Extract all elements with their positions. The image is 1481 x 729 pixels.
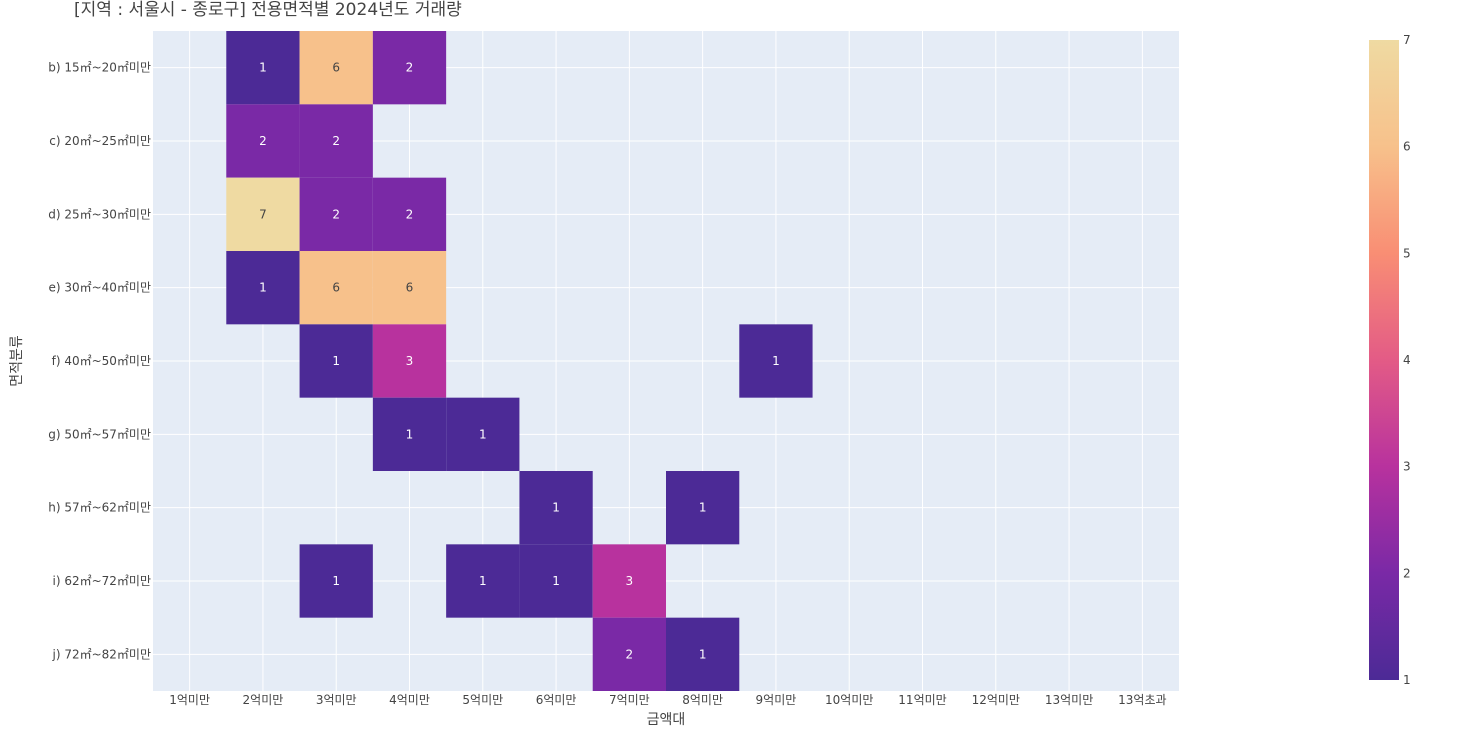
chart-title: [지역 : 서울시 - 종로구] 전용면적별 2024년도 거래량 — [74, 0, 462, 20]
heatmap-cell — [519, 471, 593, 545]
cell-value-label: 1 — [332, 574, 340, 588]
heatmap-cell — [592, 617, 666, 691]
heatmap-cell — [226, 104, 300, 178]
y-axis-ticks: b) 15㎡~20㎡미만 c) 20㎡~25㎡미만 d) 25㎡~30㎡미만 e) 3… — [48, 61, 151, 662]
cell-value-label: 2 — [332, 134, 340, 148]
heatmap-cell — [372, 324, 447, 398]
y-tick-label: i) 62㎡~72㎡미만 — [52, 574, 151, 588]
x-tick-label: 8억미만 — [682, 693, 723, 707]
cell-value-label: 3 — [406, 354, 414, 368]
x-tick-label: 4억미만 — [389, 693, 430, 707]
heatmap-cell — [739, 324, 813, 398]
cell-value-label: 6 — [332, 281, 340, 295]
x-tick-label: 11억미만 — [898, 693, 946, 707]
colorbar-tick-label: 1 — [1403, 673, 1411, 687]
y-tick-label: b) 15㎡~20㎡미만 — [48, 61, 151, 75]
cell-value-label: 1 — [406, 427, 414, 441]
colorbar-tick-label: 3 — [1403, 460, 1411, 474]
heatmap-cell — [372, 397, 447, 471]
y-tick-label: d) 25㎡~30㎡미만 — [48, 207, 151, 221]
cell-value-label: 3 — [626, 574, 634, 588]
x-tick-label: 7억미만 — [609, 693, 650, 707]
cell-value-label: 6 — [332, 61, 340, 75]
colorbar-tick-label: 4 — [1403, 353, 1411, 367]
cell-value-label: 2 — [259, 134, 267, 148]
heatmap-cells: 1 6 2 2 2 7 2 2 1 6 6 1 3 1 1 1 1 1 1 1 1 3 2 1 — [226, 31, 813, 691]
y-tick-label: f) 40㎡~50㎡미만 — [52, 354, 151, 368]
x-tick-label: 6억미만 — [536, 693, 577, 707]
cell-value-label: 1 — [699, 647, 707, 661]
x-tick-label: 3억미만 — [316, 693, 357, 707]
cell-value-label: 1 — [699, 501, 707, 515]
heatmap-cell — [226, 251, 300, 325]
heatmap-cell — [592, 544, 666, 618]
x-tick-label: 9억미만 — [756, 693, 797, 707]
heatmap-cell — [299, 544, 373, 618]
heatmap-cell — [299, 104, 373, 178]
colorbar-tick-label: 2 — [1403, 566, 1411, 580]
heatmap-cell — [299, 324, 373, 398]
colorbar-ticks: 1 2 3 4 5 6 7 — [1403, 33, 1411, 687]
y-tick-label: g) 50㎡~57㎡미만 — [48, 427, 151, 441]
colorbar-tick-label: 7 — [1403, 33, 1411, 47]
heatmap-cell — [299, 177, 373, 251]
heatmap-cell — [666, 471, 740, 545]
y-tick-label: h) 57㎡~62㎡미만 — [48, 501, 151, 515]
cell-value-label: 7 — [259, 207, 267, 221]
x-axis-ticks: 1억미만 2억미만 3억미만 4억미만 5억미만 6억미만 7억미만 8억미만 9억미만 10억미… — [169, 693, 1166, 707]
cell-value-label: 1 — [552, 501, 560, 515]
heatmap-cell — [226, 177, 300, 251]
cell-value-label: 1 — [332, 354, 340, 368]
y-tick-label: e) 30㎡~40㎡미만 — [48, 281, 151, 295]
heatmap-cell — [519, 544, 593, 618]
x-tick-label: 13억미만 — [1045, 693, 1093, 707]
x-tick-label: 12억미만 — [972, 693, 1020, 707]
x-tick-label: 5억미만 — [462, 693, 503, 707]
heatmap-cell — [299, 251, 373, 325]
colorbar-tick-label: 5 — [1403, 246, 1411, 260]
heatmap-cell — [372, 31, 447, 105]
x-tick-label: 1억미만 — [169, 693, 210, 707]
heatmap-cell — [299, 31, 373, 105]
cell-value-label: 1 — [479, 574, 487, 588]
y-tick-label: j) 72㎡~82㎡미만 — [51, 647, 151, 661]
x-axis-title: 금액대 — [647, 712, 686, 728]
cell-value-label: 1 — [772, 354, 780, 368]
colorbar — [1369, 40, 1399, 680]
cell-value-label: 1 — [259, 61, 267, 75]
cell-value-label: 2 — [406, 61, 414, 75]
cell-value-label: 1 — [479, 427, 487, 441]
cell-value-label: 6 — [406, 281, 414, 295]
heatmap-cell — [372, 251, 447, 325]
heatmap-cell — [666, 617, 740, 691]
x-tick-label: 13억초과 — [1118, 693, 1166, 707]
y-tick-label: c) 20㎡~25㎡미만 — [49, 134, 151, 148]
cell-value-label: 2 — [626, 647, 634, 661]
heatmap-cell — [372, 177, 447, 251]
y-axis-title: 면적분류 — [9, 335, 25, 387]
cell-value-label: 1 — [259, 281, 267, 295]
cell-value-label: 2 — [332, 207, 340, 221]
heatmap-cell — [226, 31, 300, 105]
x-tick-label: 2억미만 — [243, 693, 284, 707]
colorbar-tick-label: 6 — [1403, 140, 1411, 154]
heatmap-cell — [446, 397, 520, 471]
cell-value-label: 2 — [406, 207, 414, 221]
x-tick-label: 10억미만 — [825, 693, 873, 707]
cell-value-label: 1 — [552, 574, 560, 588]
heatmap-cell — [446, 544, 520, 618]
